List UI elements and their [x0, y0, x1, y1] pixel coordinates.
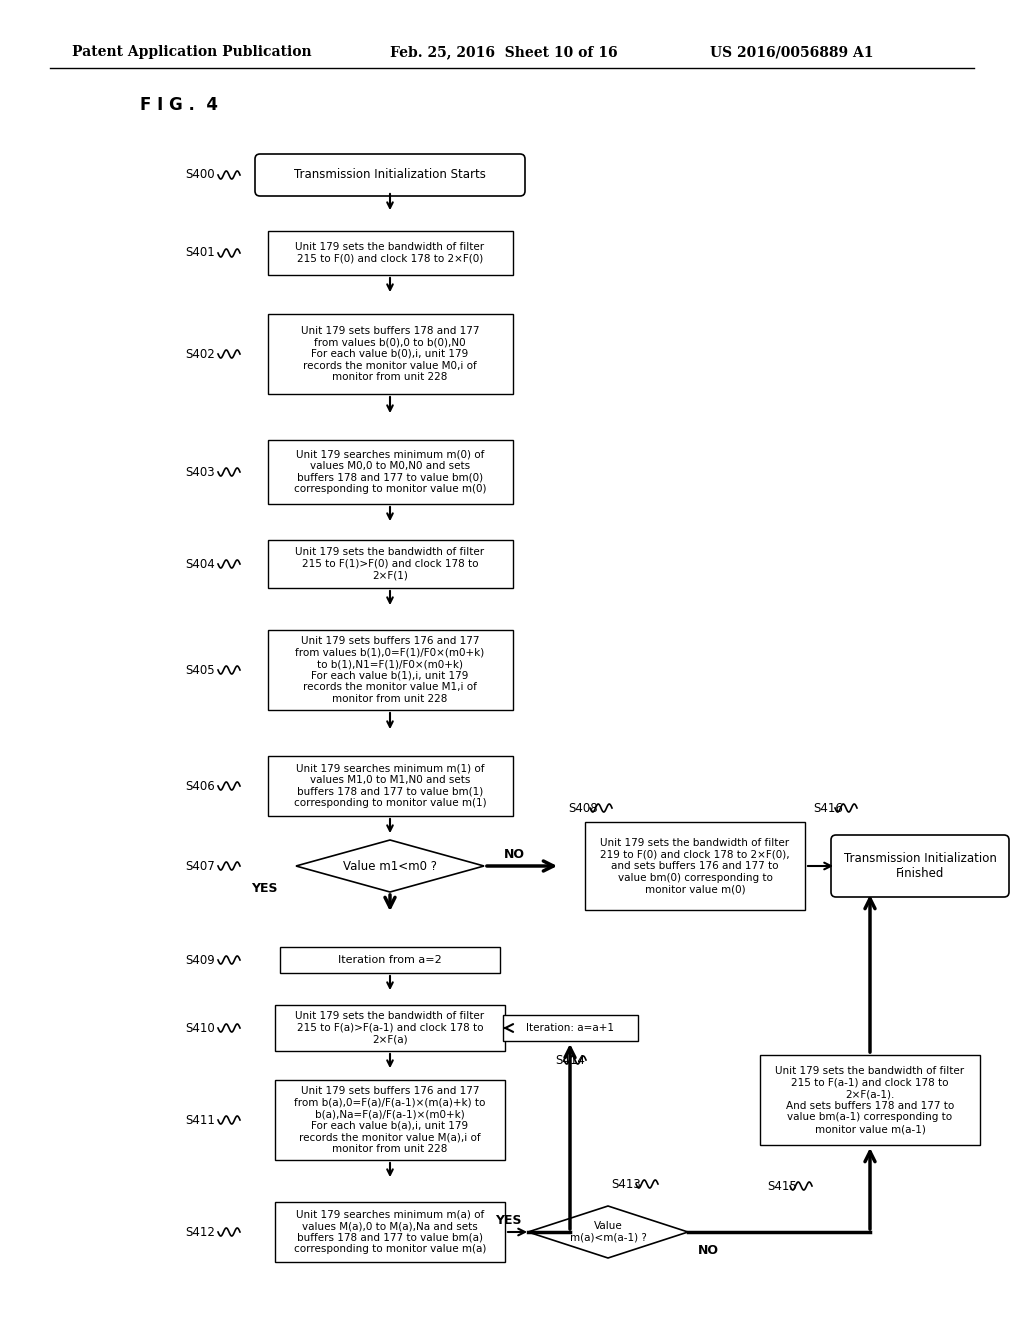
Text: S413: S413 — [611, 1177, 641, 1191]
Text: US 2016/0056889 A1: US 2016/0056889 A1 — [710, 45, 873, 59]
Text: Transmission Initialization Starts: Transmission Initialization Starts — [294, 169, 486, 181]
Bar — [503, 1015, 638, 1041]
Text: Feb. 25, 2016  Sheet 10 of 16: Feb. 25, 2016 Sheet 10 of 16 — [390, 45, 617, 59]
Bar — [267, 314, 512, 393]
Bar — [267, 756, 512, 816]
Text: S409: S409 — [185, 953, 215, 966]
Text: Unit 179 sets the bandwidth of filter
215 to F(1)>F(0) and clock 178 to
2×F(1): Unit 179 sets the bandwidth of filter 21… — [296, 548, 484, 581]
Text: S415: S415 — [767, 1180, 797, 1192]
Text: Unit 179 sets the bandwidth of filter
215 to F(a-1) and clock 178 to
2×F(a-1).
A: Unit 179 sets the bandwidth of filter 21… — [775, 1067, 965, 1134]
Text: S400: S400 — [185, 169, 215, 181]
Bar — [275, 1080, 505, 1160]
Text: Unit 179 sets the bandwidth of filter
215 to F(a)>F(a-1) and clock 178 to
2×F(a): Unit 179 sets the bandwidth of filter 21… — [296, 1011, 484, 1044]
Text: Unit 179 sets the bandwidth of filter
219 to F(0) and clock 178 to 2×F(0),
and s: Unit 179 sets the bandwidth of filter 21… — [600, 838, 790, 894]
Bar — [267, 540, 512, 587]
Text: S402: S402 — [185, 347, 215, 360]
Text: Unit 179 sets buffers 176 and 177
from b(a),0=F(a)/F(a-1)×(m(a)+k) to
b(a),Na=F(: Unit 179 sets buffers 176 and 177 from b… — [294, 1086, 485, 1154]
Text: S406: S406 — [185, 780, 215, 792]
Text: NO: NO — [504, 847, 524, 861]
Text: S414: S414 — [555, 1053, 585, 1067]
Text: Unit 179 sets buffers 178 and 177
from values b(0),0 to b(0),N0
For each value b: Unit 179 sets buffers 178 and 177 from v… — [301, 326, 479, 383]
Text: S410: S410 — [185, 1022, 215, 1035]
Text: Unit 179 sets the bandwidth of filter
215 to F(0) and clock 178 to 2×F(0): Unit 179 sets the bandwidth of filter 21… — [296, 242, 484, 264]
Bar — [275, 1203, 505, 1262]
Bar — [267, 231, 512, 275]
Text: YES: YES — [495, 1213, 521, 1226]
Text: S401: S401 — [185, 247, 215, 260]
Text: Value m1<m0 ?: Value m1<m0 ? — [343, 859, 437, 873]
Text: S408: S408 — [568, 801, 598, 814]
FancyBboxPatch shape — [831, 836, 1009, 898]
Text: S411: S411 — [185, 1114, 215, 1126]
Text: Transmission Initialization
Finished: Transmission Initialization Finished — [844, 851, 996, 880]
Bar — [275, 1005, 505, 1051]
Text: S405: S405 — [185, 664, 215, 676]
Bar — [267, 630, 512, 710]
Text: S404: S404 — [185, 557, 215, 570]
Text: Unit 179 searches minimum m(1) of
values M1,0 to M1,N0 and sets
buffers 178 and : Unit 179 searches minimum m(1) of values… — [294, 763, 486, 808]
Text: S407: S407 — [185, 859, 215, 873]
Text: Iteration: a=a+1: Iteration: a=a+1 — [526, 1023, 614, 1034]
Text: Unit 179 searches minimum m(0) of
values M0,0 to M0,N0 and sets
buffers 178 and : Unit 179 searches minimum m(0) of values… — [294, 450, 486, 495]
Text: Unit 179 sets buffers 176 and 177
from values b(1),0=F(1)/F0×(m0+k)
to b(1),N1=F: Unit 179 sets buffers 176 and 177 from v… — [295, 636, 484, 704]
Bar — [267, 440, 512, 504]
Text: S416: S416 — [813, 801, 843, 814]
Text: Patent Application Publication: Patent Application Publication — [72, 45, 311, 59]
Bar — [280, 946, 500, 973]
Text: Unit 179 searches minimum m(a) of
values M(a),0 to M(a),Na and sets
buffers 178 : Unit 179 searches minimum m(a) of values… — [294, 1209, 486, 1254]
FancyBboxPatch shape — [255, 154, 525, 195]
Text: F I G .  4: F I G . 4 — [140, 96, 218, 114]
Bar — [585, 822, 805, 909]
Text: S403: S403 — [185, 466, 215, 479]
Text: NO: NO — [697, 1243, 719, 1257]
Text: YES: YES — [251, 882, 278, 895]
Polygon shape — [528, 1206, 688, 1258]
Text: Value
m(a)<m(a-1) ?: Value m(a)<m(a-1) ? — [569, 1221, 646, 1243]
Text: S412: S412 — [185, 1225, 215, 1238]
Bar — [760, 1055, 980, 1144]
Polygon shape — [296, 840, 484, 892]
Text: Iteration from a=2: Iteration from a=2 — [338, 954, 442, 965]
